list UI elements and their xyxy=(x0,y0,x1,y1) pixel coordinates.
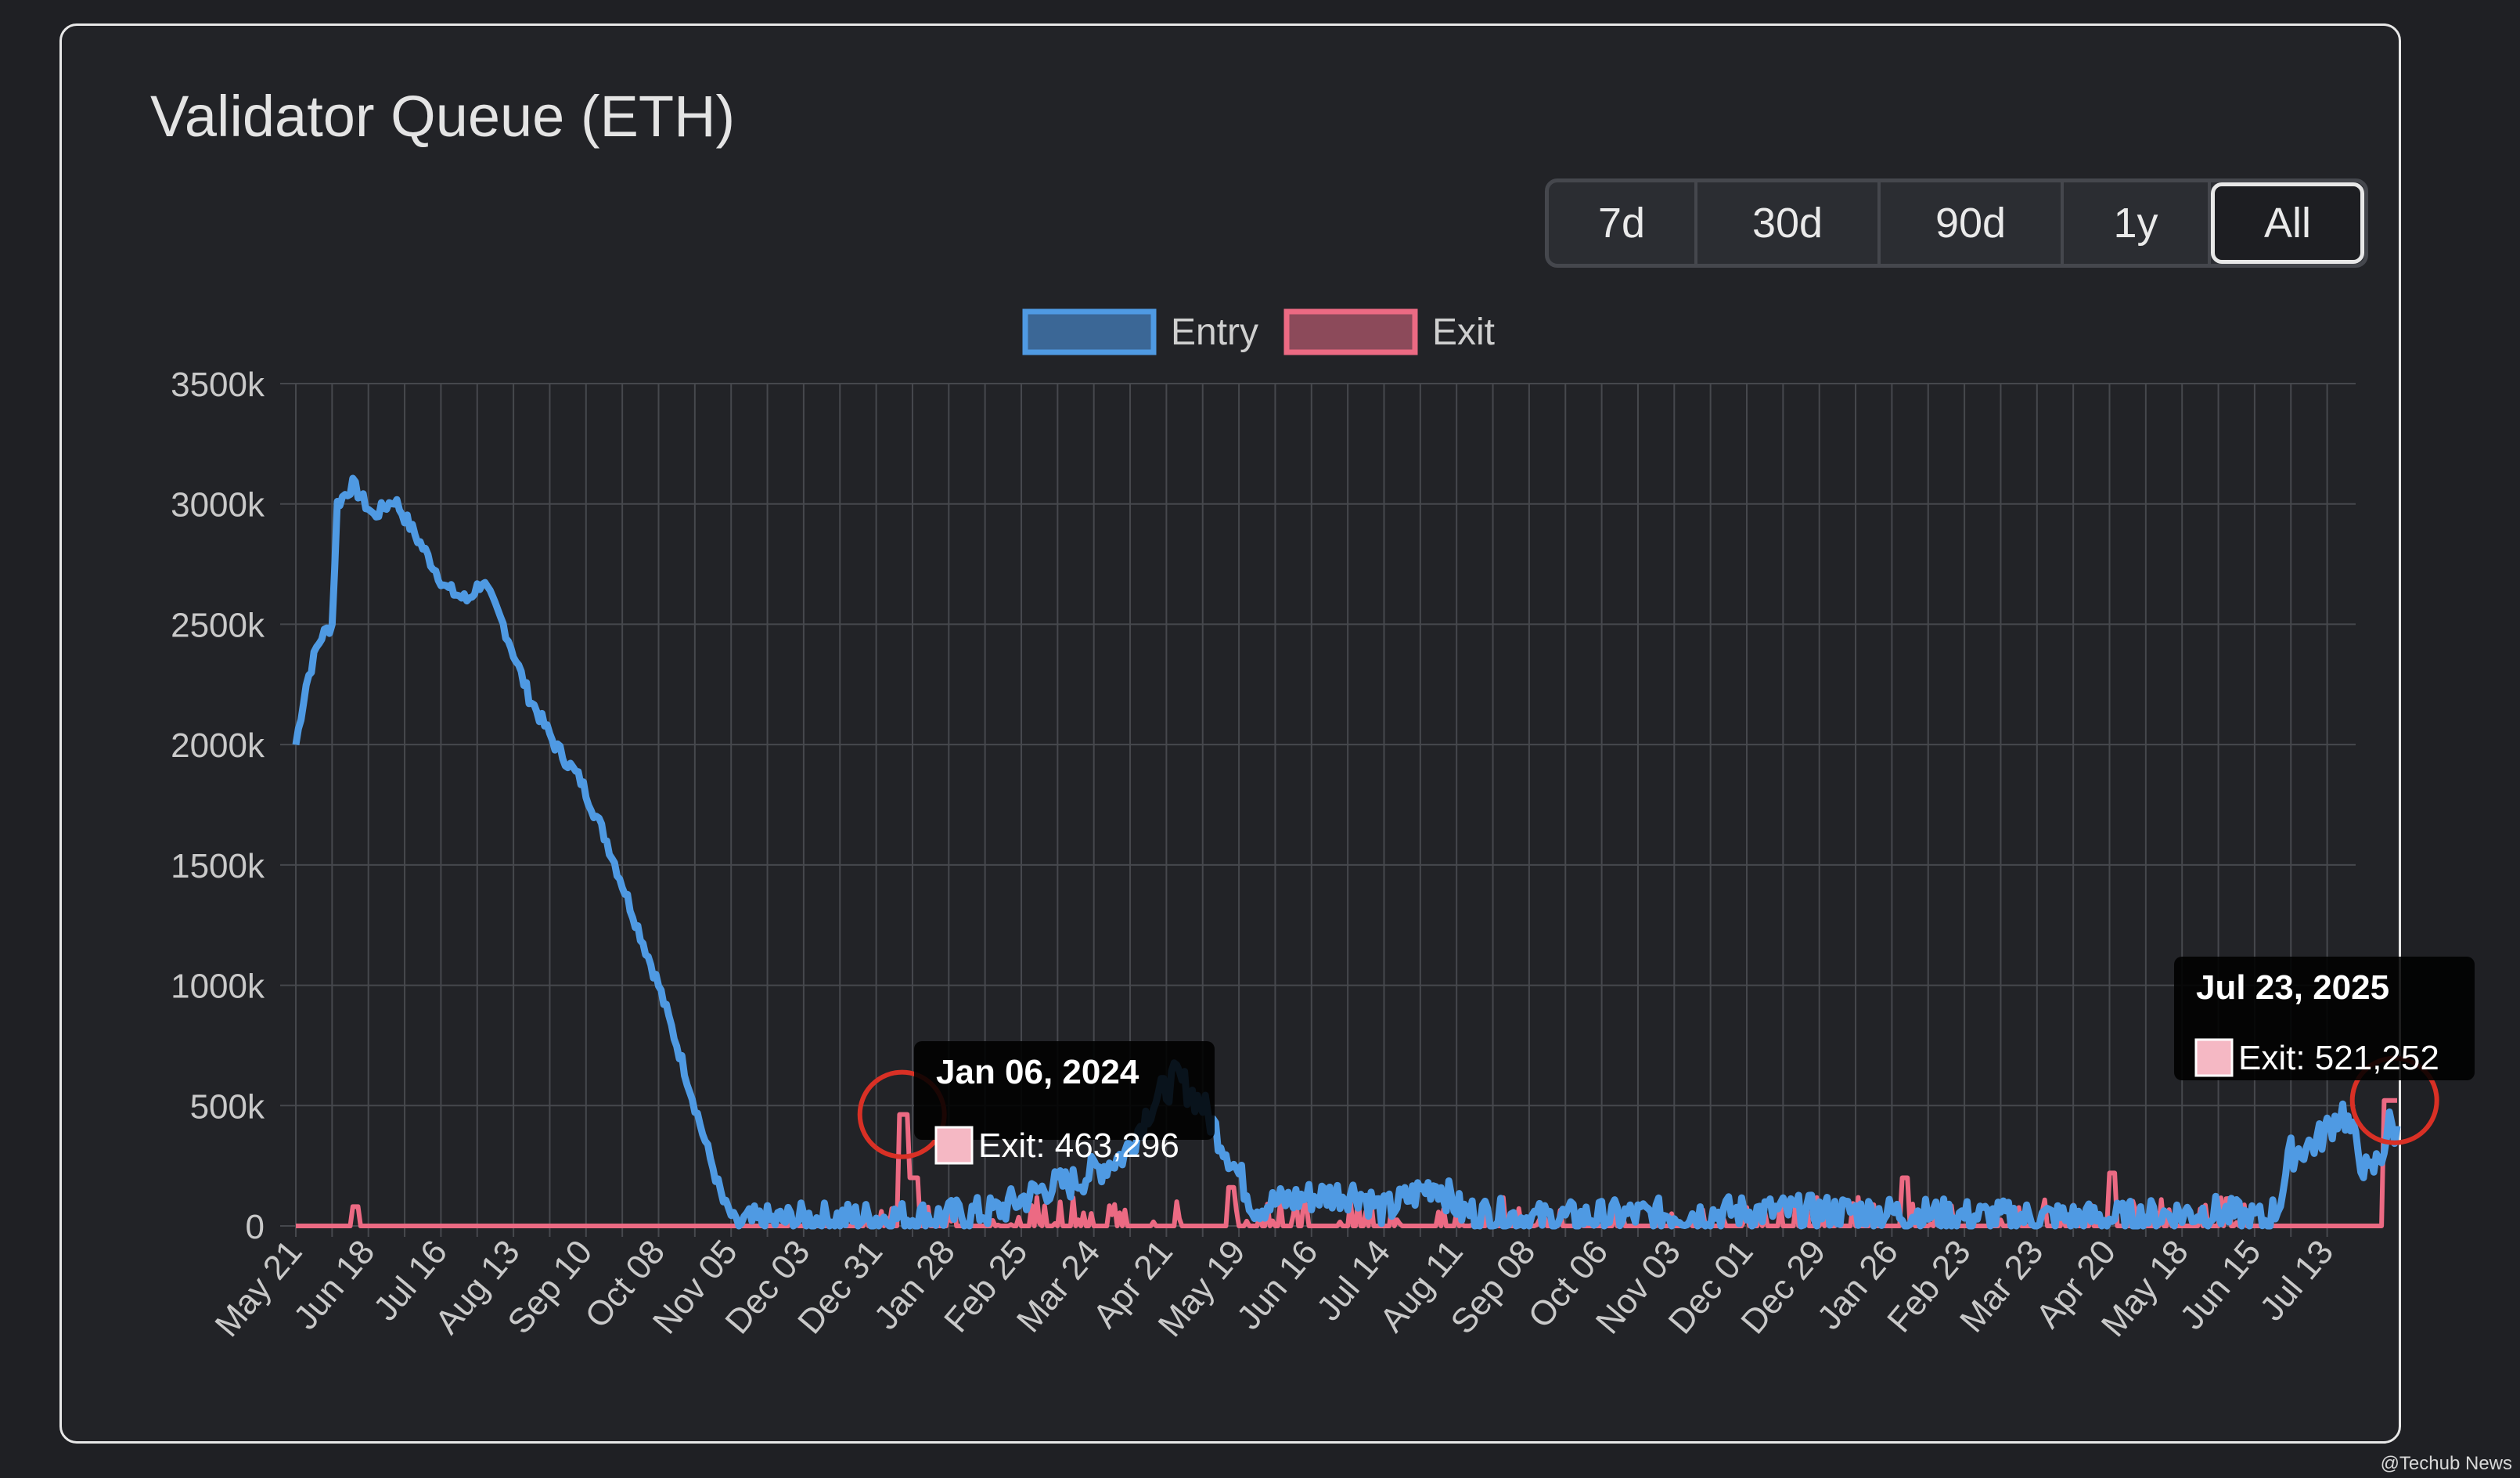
tooltip-date: Jul 23, 2025 xyxy=(2196,968,2389,1007)
tooltip-box xyxy=(914,1041,1215,1140)
y-tick-label: 3000k xyxy=(171,486,265,525)
y-tick-label: 0 xyxy=(246,1208,265,1246)
range-all-button[interactable]: All xyxy=(2211,182,2364,264)
tooltip-box xyxy=(2174,957,2475,1080)
tooltip-date: Jan 06, 2024 xyxy=(936,1053,1139,1091)
tooltip-value: Exit: 463,296 xyxy=(978,1127,1179,1165)
x-tick-label: Jun 16 xyxy=(1229,1233,1325,1337)
range-1y-button[interactable]: 1y xyxy=(2064,182,2211,264)
entry-series-line xyxy=(292,474,2401,1230)
tooltip-value: Exit: 521,252 xyxy=(2238,1039,2439,1077)
watermark: @Techub News xyxy=(2380,1453,2512,1474)
x-tick-label: Jul 13 xyxy=(2252,1233,2341,1328)
y-tick-label: 2500k xyxy=(171,606,265,644)
x-tick-label: Jun 18 xyxy=(286,1233,382,1337)
range-7d-button[interactable]: 7d xyxy=(1549,182,1697,264)
x-tick-group: Jun 18 xyxy=(286,1233,382,1337)
legend-label[interactable]: Exit xyxy=(1432,312,1495,353)
time-range-selector: 7d 30d 90d 1y All xyxy=(1545,178,2368,268)
range-30d-button[interactable]: 30d xyxy=(1697,182,1881,264)
y-tick-label: 500k xyxy=(190,1087,265,1126)
tooltip-swatch xyxy=(2194,1038,2234,1077)
x-tick-group: May 21 xyxy=(207,1233,309,1344)
y-tick-label: 1500k xyxy=(171,847,265,885)
chart-title: Validator Queue (ETH) xyxy=(150,84,736,149)
x-tick-group: Jun 16 xyxy=(1229,1233,1325,1337)
tooltip-swatch xyxy=(934,1126,974,1165)
y-tick-label: 3500k xyxy=(171,366,265,404)
legend-label[interactable]: Entry xyxy=(1171,312,1258,353)
x-tick-label: May 21 xyxy=(207,1233,309,1344)
x-tick-group: Jun 15 xyxy=(2173,1233,2268,1337)
exit-series-line xyxy=(296,1098,2397,1228)
legend-swatch xyxy=(1283,308,1418,355)
x-tick-label: Jun 15 xyxy=(2173,1233,2268,1337)
range-90d-button[interactable]: 90d xyxy=(1881,182,2064,264)
y-tick-label: 1000k xyxy=(171,968,265,1006)
legend-swatch xyxy=(1022,308,1157,355)
x-tick-group: Jul 13 xyxy=(2252,1233,2341,1328)
y-tick-label: 2000k xyxy=(171,726,265,765)
